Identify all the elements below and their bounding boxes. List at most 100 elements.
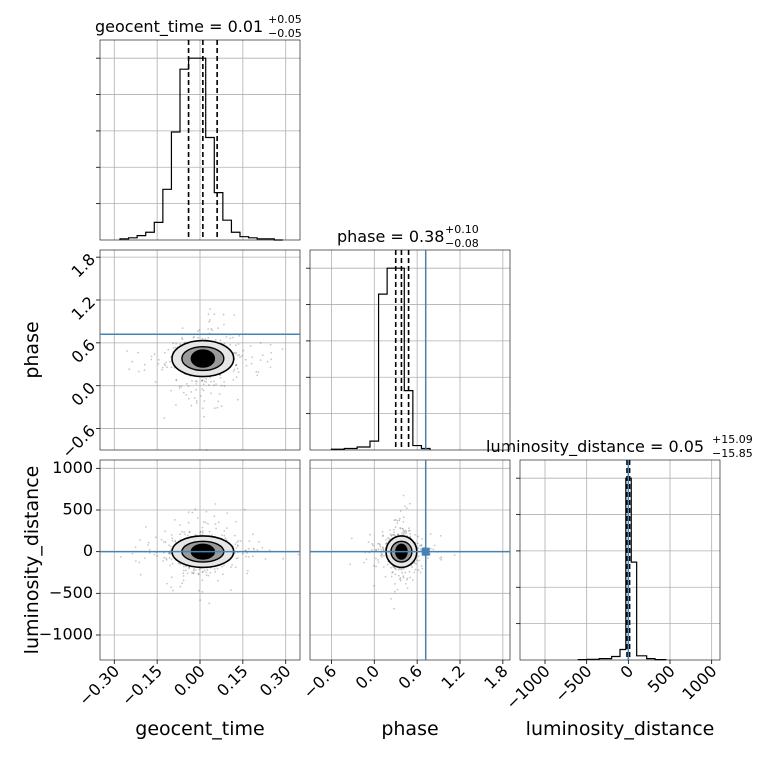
scatter-phase-luminosity-distance bbox=[309, 459, 511, 661]
sample-point bbox=[210, 327, 213, 330]
title-geocent-time: geocent_time = 0.01 bbox=[95, 17, 263, 37]
sample-point bbox=[192, 572, 195, 574]
sample-point bbox=[174, 541, 177, 543]
sample-point bbox=[197, 572, 200, 575]
sample-point bbox=[427, 557, 429, 560]
sample-point bbox=[182, 391, 185, 394]
sample-point bbox=[213, 380, 215, 383]
sample-point bbox=[402, 529, 405, 532]
sample-point bbox=[207, 313, 210, 316]
sample-point bbox=[213, 384, 215, 386]
sample-point bbox=[382, 547, 384, 549]
sample-point bbox=[416, 542, 419, 545]
sample-point bbox=[154, 381, 157, 383]
sample-point bbox=[373, 564, 375, 567]
sample-point bbox=[403, 531, 405, 534]
sample-point bbox=[417, 555, 420, 558]
sample-point bbox=[194, 508, 197, 511]
sample-point bbox=[178, 524, 181, 526]
sample-point bbox=[244, 358, 247, 361]
sample-point bbox=[420, 565, 423, 567]
sample-point bbox=[210, 380, 212, 383]
sample-point bbox=[163, 417, 166, 419]
sample-point bbox=[169, 545, 172, 548]
title-luminosity-distance: luminosity_distance = 0.05 bbox=[486, 437, 704, 457]
sample-point bbox=[143, 369, 146, 371]
sample-point bbox=[257, 371, 260, 373]
sample-point bbox=[153, 353, 156, 356]
sample-point bbox=[377, 561, 380, 564]
sample-point bbox=[166, 366, 169, 369]
sample-point bbox=[201, 571, 204, 574]
sample-point bbox=[371, 543, 374, 545]
xlabel-phase: phase bbox=[381, 718, 438, 740]
ytick-label: −1000 bbox=[39, 625, 93, 644]
sample-point bbox=[367, 541, 370, 543]
sample-point bbox=[380, 553, 383, 555]
sample-point bbox=[223, 534, 226, 537]
xtick-label: 500 bbox=[644, 661, 679, 696]
sample-point bbox=[193, 568, 195, 570]
sample-point bbox=[380, 556, 383, 558]
sample-point bbox=[169, 361, 172, 363]
sample-point bbox=[196, 517, 199, 519]
sample-point bbox=[404, 571, 407, 574]
sample-point bbox=[235, 364, 238, 367]
sample-point bbox=[237, 545, 239, 547]
sample-point bbox=[195, 400, 198, 402]
sample-point bbox=[192, 572, 195, 574]
sample-point bbox=[394, 526, 397, 529]
sample-point bbox=[219, 339, 222, 342]
sample-point bbox=[198, 329, 201, 331]
sample-point bbox=[399, 510, 402, 512]
ytick-label: 0.6 bbox=[68, 335, 99, 366]
sample-point bbox=[233, 368, 236, 371]
sample-point bbox=[418, 559, 421, 562]
sample-point bbox=[375, 549, 377, 551]
sample-point bbox=[195, 383, 198, 385]
histogram-step bbox=[330, 267, 431, 450]
sample-point bbox=[203, 415, 206, 418]
sample-point bbox=[401, 567, 404, 570]
xtick-label: −500 bbox=[551, 661, 596, 706]
sample-point bbox=[256, 549, 259, 551]
sample-point bbox=[244, 549, 247, 552]
sample-point bbox=[147, 541, 150, 544]
sample-point bbox=[213, 568, 216, 570]
xtick-label: 1.8 bbox=[480, 661, 511, 692]
sample-point bbox=[205, 449, 208, 451]
sample-point bbox=[403, 505, 406, 508]
sample-point bbox=[164, 541, 167, 544]
title-geocent-time-minus: −0.05 bbox=[268, 27, 302, 40]
sample-point bbox=[393, 531, 395, 534]
sample-point bbox=[399, 527, 401, 529]
sample-point bbox=[209, 319, 211, 321]
title-phase: phase = 0.38 bbox=[337, 227, 444, 246]
sample-point bbox=[413, 562, 416, 564]
sample-point bbox=[214, 523, 217, 525]
sample-point bbox=[157, 363, 160, 365]
sample-point bbox=[394, 568, 397, 571]
sample-point bbox=[188, 566, 191, 569]
sample-point bbox=[191, 571, 193, 574]
sample-point bbox=[396, 588, 399, 591]
sample-point bbox=[134, 560, 137, 562]
sample-point bbox=[137, 370, 140, 373]
sample-point bbox=[168, 544, 171, 547]
sample-point bbox=[201, 526, 204, 529]
sample-point bbox=[182, 569, 185, 572]
sample-point bbox=[170, 558, 173, 561]
sample-point bbox=[230, 566, 232, 568]
panel-frame bbox=[309, 459, 511, 661]
ylabel-luminosity-distance: luminosity_distance bbox=[21, 466, 43, 655]
sample-point bbox=[166, 582, 168, 585]
sample-point bbox=[174, 519, 176, 521]
sample-point bbox=[220, 405, 223, 407]
panel-frame bbox=[309, 249, 511, 451]
sample-point bbox=[208, 530, 211, 533]
sample-point bbox=[389, 529, 391, 532]
sample-point bbox=[429, 533, 432, 535]
sample-point bbox=[379, 545, 382, 548]
sample-point bbox=[375, 557, 377, 560]
sample-point bbox=[420, 544, 423, 547]
